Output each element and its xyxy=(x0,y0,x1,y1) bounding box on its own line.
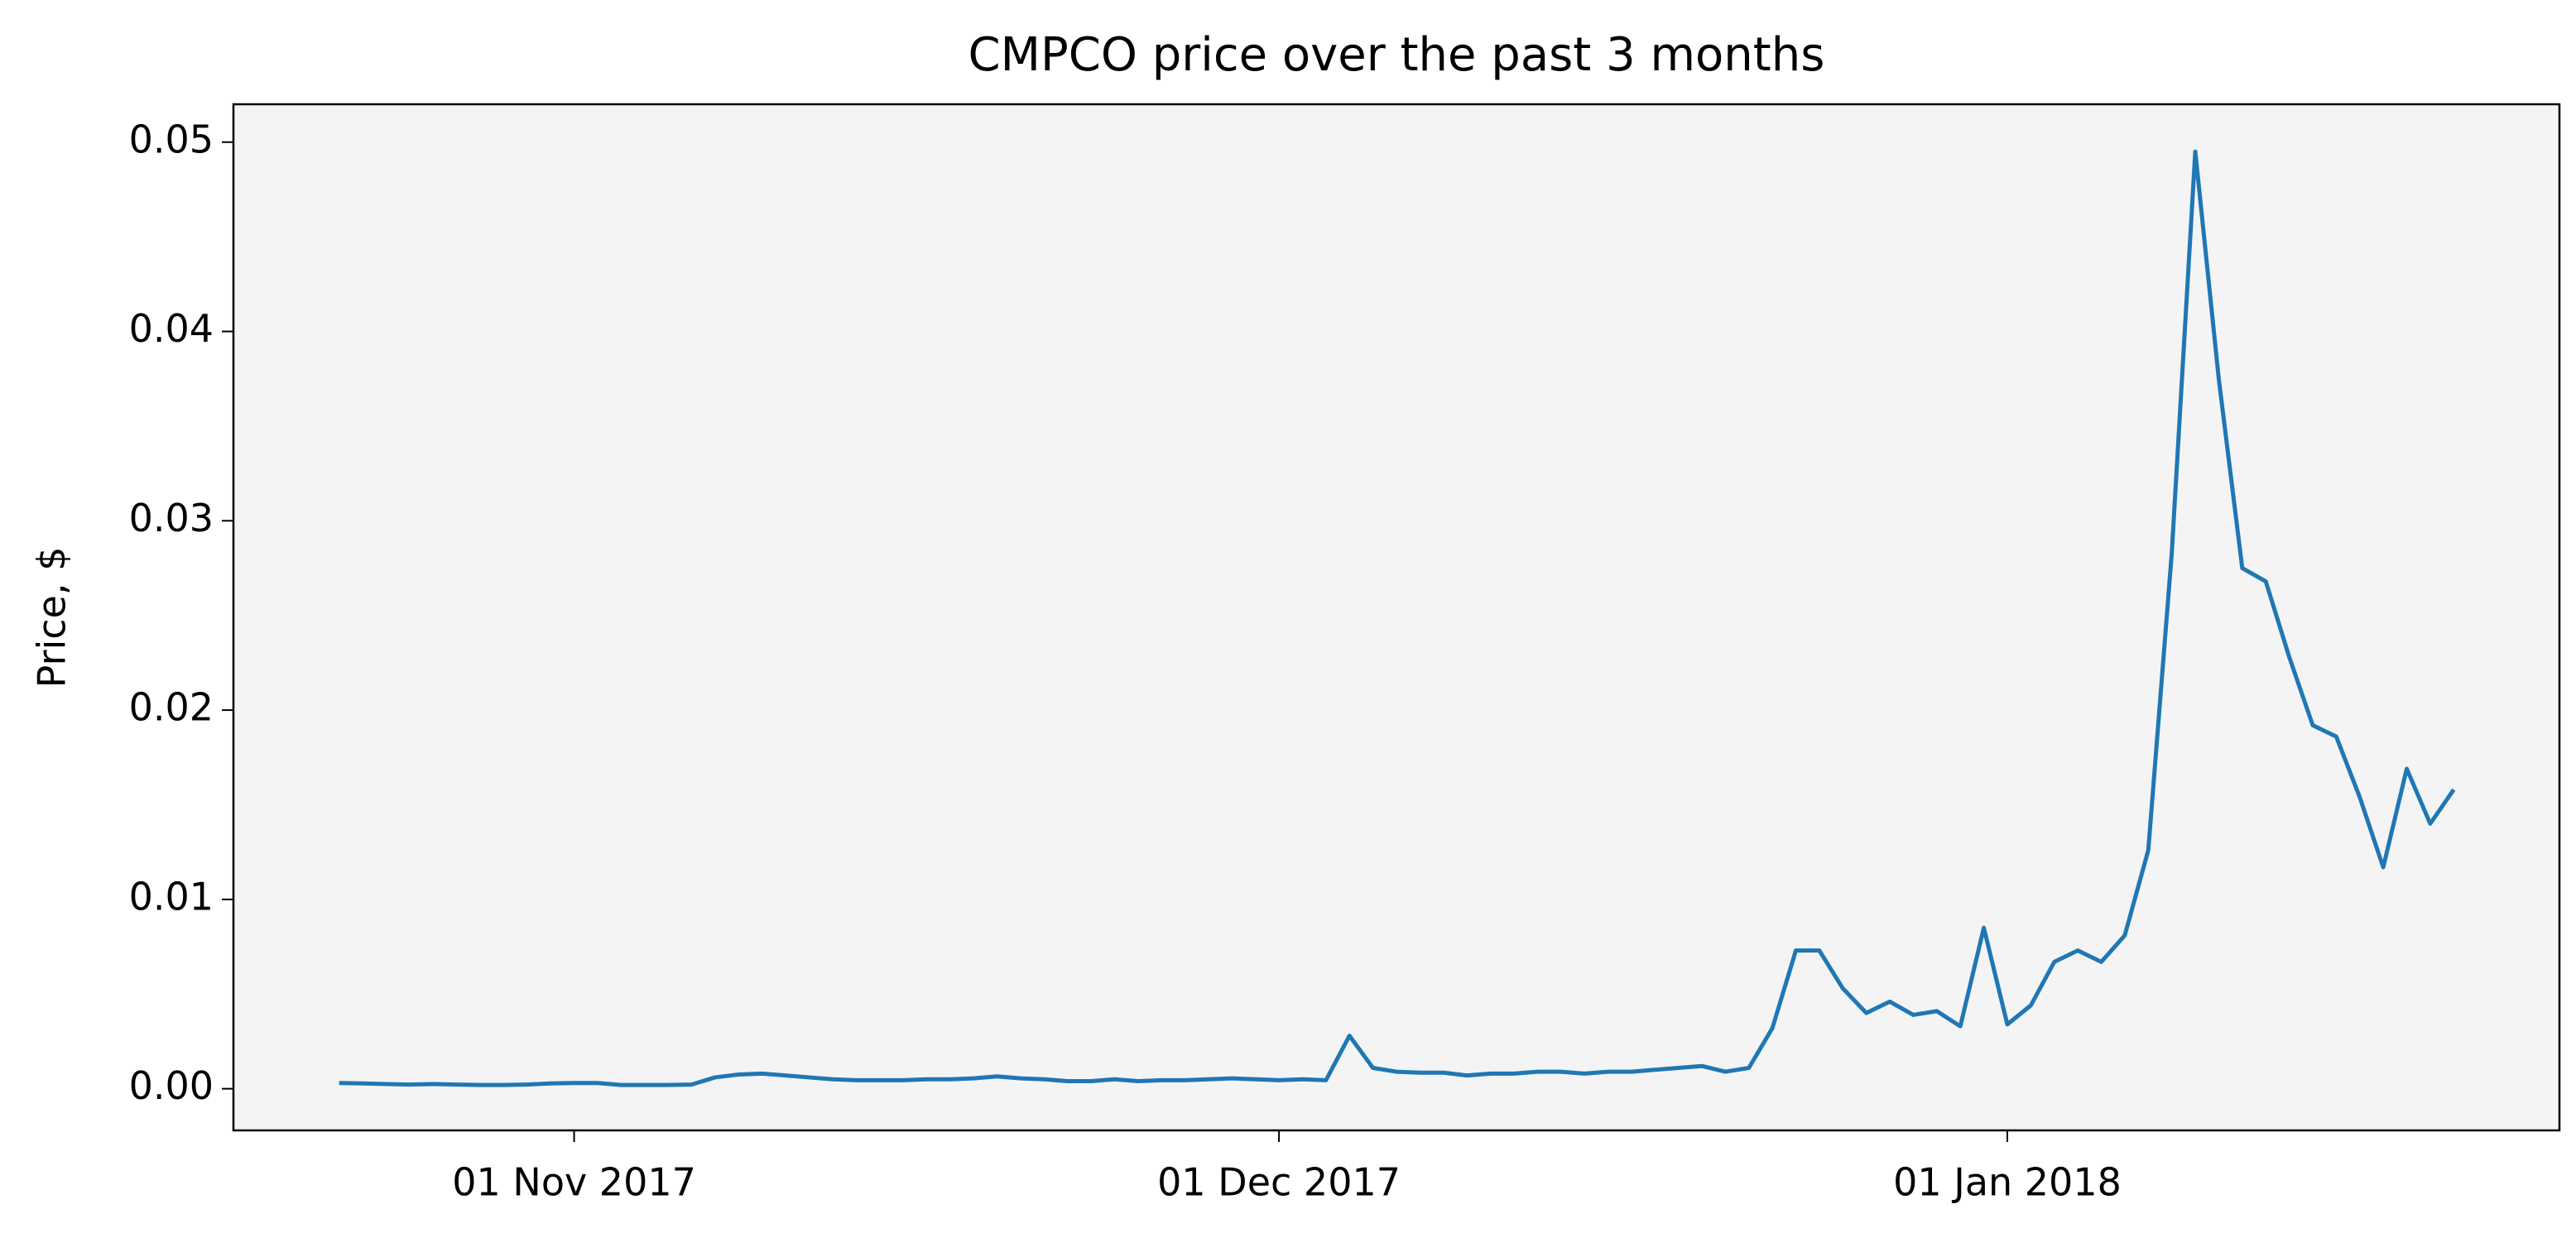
y-tick-label: 0.02 xyxy=(129,685,214,730)
y-axis-label: Price, $ xyxy=(30,547,74,688)
y-tick-label: 0.04 xyxy=(129,306,214,351)
x-tick-label: 01 Dec 2017 xyxy=(1157,1160,1401,1205)
plot-area xyxy=(233,104,2559,1130)
chart-title: CMPCO price over the past 3 months xyxy=(968,28,1825,82)
y-tick-label: 0.05 xyxy=(129,117,214,161)
x-tick-label: 01 Nov 2017 xyxy=(452,1160,696,1205)
y-tick-label: 0.03 xyxy=(129,496,214,540)
y-tick-label: 0.01 xyxy=(129,874,214,919)
y-tick-label: 0.00 xyxy=(129,1063,214,1108)
price-line xyxy=(339,149,2456,1087)
plot-frame xyxy=(232,103,2561,1132)
x-tick-label: 01 Jan 2018 xyxy=(1893,1160,2122,1205)
